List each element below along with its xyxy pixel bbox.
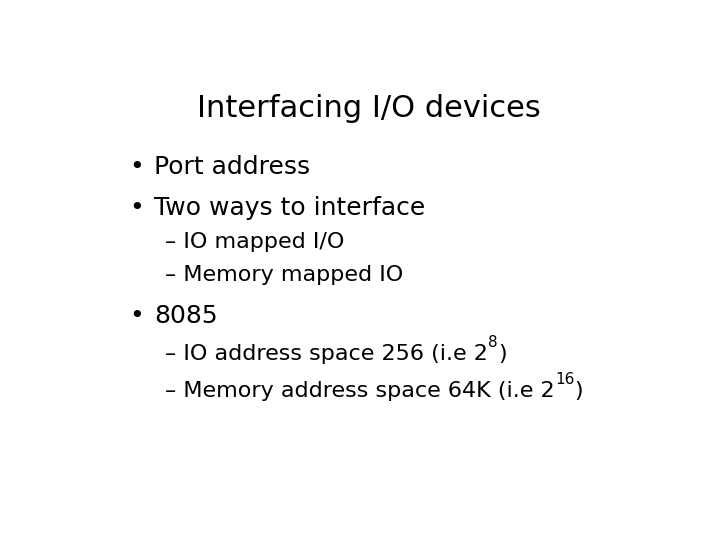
Text: 8085: 8085 (154, 305, 217, 328)
Text: Interfacing I/O devices: Interfacing I/O devices (197, 94, 541, 123)
Text: – IO mapped I/O: – IO mapped I/O (166, 232, 345, 252)
Text: ): ) (575, 381, 583, 401)
Text: Two ways to interface: Two ways to interface (154, 196, 426, 220)
Text: 8: 8 (488, 335, 498, 349)
Text: ): ) (498, 344, 506, 364)
Text: •: • (129, 154, 144, 179)
Text: •: • (129, 196, 144, 220)
Text: – Memory mapped IO: – Memory mapped IO (166, 265, 404, 285)
Text: Port address: Port address (154, 154, 310, 179)
Text: •: • (129, 305, 144, 328)
Text: – Memory address space 64K (i.e 2: – Memory address space 64K (i.e 2 (166, 381, 555, 401)
Text: 16: 16 (555, 372, 575, 387)
Text: – IO address space 256 (i.e 2: – IO address space 256 (i.e 2 (166, 344, 488, 364)
